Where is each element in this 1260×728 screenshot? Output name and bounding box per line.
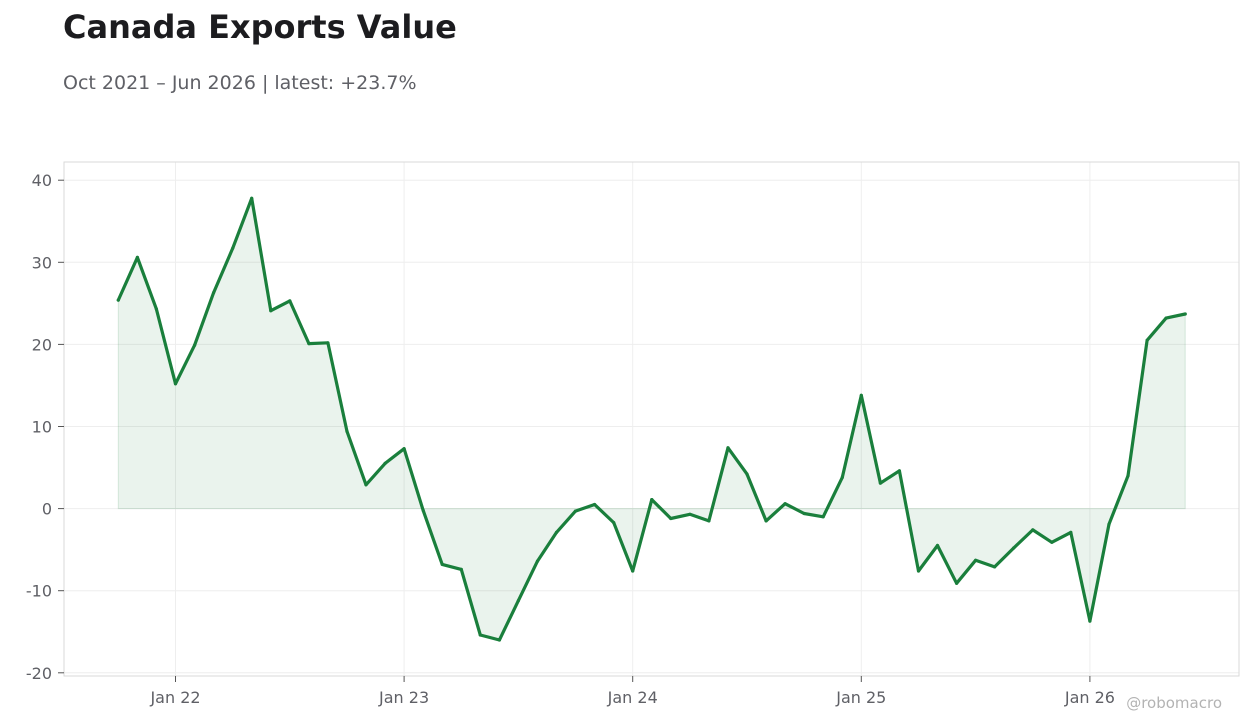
data-point	[974, 558, 978, 562]
data-point	[554, 530, 559, 535]
series-marks	[116, 196, 1187, 642]
plot-frame	[63, 161, 1240, 677]
y-tick-label: 20	[32, 335, 52, 354]
data-point	[707, 519, 711, 523]
data-point	[402, 447, 406, 451]
data-point	[288, 299, 292, 303]
data-point	[631, 569, 635, 573]
data-point	[250, 196, 254, 200]
y-tick-label: 40	[32, 171, 52, 190]
data-point	[1126, 474, 1130, 478]
y-axis: -20 -10 0 10 20 30 40	[26, 171, 64, 683]
data-point	[173, 382, 178, 386]
data-point	[726, 446, 730, 450]
data-point	[669, 516, 673, 521]
data-point	[535, 559, 540, 563]
x-tick-label: Jan 23	[378, 688, 429, 707]
data-point	[955, 581, 959, 585]
data-point	[478, 633, 482, 637]
data-point	[193, 343, 197, 347]
x-axis: Jan 22 Jan 23 Jan 24 Jan 25 Jan 26	[149, 676, 1115, 707]
data-point	[231, 246, 235, 250]
x-tick-label: Jan 25	[835, 688, 886, 707]
data-point	[1069, 530, 1073, 535]
data-point	[878, 481, 883, 485]
y-tick-label: 0	[42, 500, 52, 519]
data-point	[650, 498, 654, 502]
data-point	[1145, 338, 1149, 342]
data-point	[1050, 540, 1054, 544]
data-point	[593, 502, 597, 507]
y-tick-label: 30	[32, 253, 52, 272]
data-point	[440, 562, 444, 567]
grid	[64, 162, 1239, 676]
data-point	[840, 475, 844, 479]
data-point	[1088, 619, 1092, 623]
chart-title: Canada Exports Value	[63, 8, 457, 46]
data-point	[573, 509, 578, 513]
data-point	[326, 341, 330, 345]
data-point	[364, 483, 368, 487]
data-point	[1031, 528, 1035, 532]
data-point	[916, 569, 921, 573]
data-point	[1012, 546, 1016, 550]
data-point	[307, 342, 311, 346]
data-point	[212, 291, 216, 295]
data-point	[783, 502, 787, 506]
data-point	[993, 565, 997, 569]
data-point	[516, 599, 521, 603]
watermark: @robomacro	[1126, 694, 1222, 712]
data-point	[135, 255, 139, 259]
data-point	[897, 469, 902, 473]
x-tick-label: Jan 26	[1064, 688, 1115, 707]
data-point	[935, 543, 940, 548]
data-point	[688, 512, 692, 516]
y-tick-label: 10	[32, 418, 52, 437]
data-point	[802, 511, 806, 516]
data-point	[154, 307, 158, 311]
x-tick-label: Jan 24	[607, 688, 658, 707]
data-point	[821, 515, 825, 519]
data-point	[859, 393, 863, 397]
data-point	[612, 521, 616, 525]
series-area	[117, 196, 1186, 641]
data-point	[269, 309, 273, 313]
data-point	[345, 429, 349, 433]
data-point	[745, 472, 749, 476]
data-point	[764, 519, 768, 523]
data-point	[116, 298, 120, 302]
data-point	[1164, 316, 1168, 320]
data-point	[1183, 312, 1187, 316]
x-tick-label: Jan 22	[149, 688, 200, 707]
data-point	[459, 567, 463, 572]
data-point	[1107, 522, 1111, 526]
chart-subtitle: Oct 2021 – Jun 2026 | latest: +23.7%	[63, 72, 417, 94]
y-tick-label: -10	[26, 582, 52, 601]
data-point	[497, 638, 501, 642]
data-point	[383, 461, 387, 465]
data-point	[421, 508, 425, 512]
y-tick-label: -20	[26, 664, 52, 683]
